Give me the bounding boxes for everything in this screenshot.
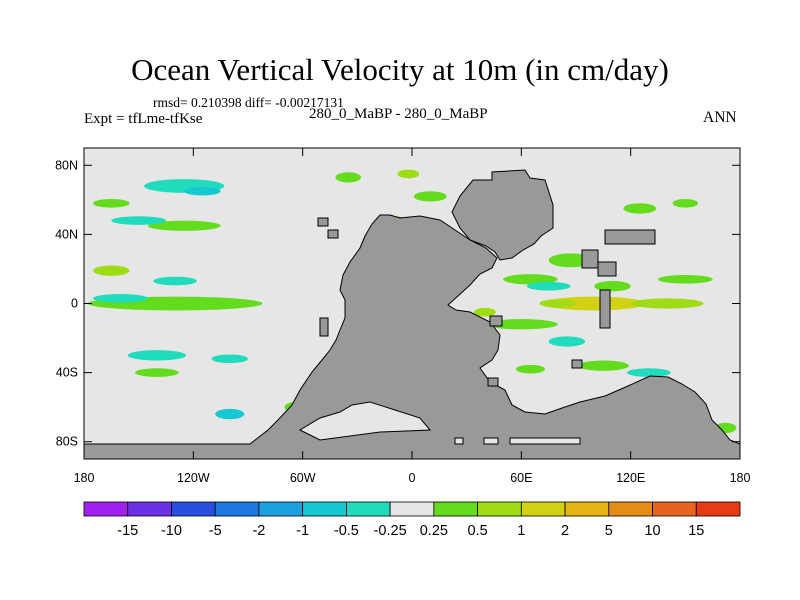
colorbar-label-8: 0.5 <box>468 523 488 539</box>
colorbar-cell-13 <box>652 501 697 517</box>
anomaly-patch-31 <box>623 203 657 214</box>
anomaly-patch-30 <box>627 368 671 377</box>
colorbar-cell-1 <box>127 501 172 517</box>
land-island-9 <box>571 359 583 369</box>
anomaly-patch-32 <box>672 198 699 208</box>
colorbar-label-3: -2 <box>252 523 265 539</box>
x-tick-label-2: 60W <box>290 471 316 485</box>
colorbar-cell-4 <box>258 501 304 517</box>
anomaly-patch-13 <box>215 408 245 420</box>
colorbar-label-1: -10 <box>161 523 182 539</box>
anomaly-patch-17 <box>413 191 447 202</box>
land-island-3 <box>604 229 656 245</box>
colorbar-cell-6 <box>345 501 391 517</box>
anomaly-patch-34 <box>515 364 546 374</box>
anomaly-patch-10 <box>127 350 187 361</box>
anomaly-patch-5 <box>111 216 166 225</box>
stats-line: rmsd= 0.210398 diff= -0.00217131 <box>153 95 344 110</box>
ocean-gap-1 <box>509 437 581 445</box>
y-tick-label-0: 80N <box>55 158 78 172</box>
anomaly-patch-19 <box>548 253 593 268</box>
anomaly-patch-9 <box>93 293 148 303</box>
anomaly-patch-35 <box>473 307 496 317</box>
anomaly-patch-11 <box>211 354 248 364</box>
land-island-10 <box>487 377 499 387</box>
land-island-4 <box>581 249 599 269</box>
anomaly-patch-16 <box>397 169 420 179</box>
land-island-1 <box>317 217 329 227</box>
anomaly-patch-24 <box>539 299 576 308</box>
colorbar-cell-3 <box>214 501 260 517</box>
colorbar-label-0: -15 <box>117 523 138 539</box>
x-tick-label-4: 60E <box>510 471 532 485</box>
ocean-tethys <box>298 401 432 441</box>
land-laurasia <box>451 169 554 261</box>
chart-title: Ocean Vertical Velocity at 10m (in cm/da… <box>131 52 669 87</box>
anomaly-patch-20 <box>503 274 558 285</box>
colorbar-cell-11 <box>564 501 610 517</box>
colorbar-label-9: 1 <box>517 523 525 539</box>
colorbar-label-10: 2 <box>561 523 569 539</box>
x-tick-label-0: 180 <box>74 471 95 485</box>
colorbar-label-6: -0.25 <box>374 523 407 539</box>
x-tick-label-3: 0 <box>409 471 416 485</box>
experiment-label: Expt = tfLme-tfKse <box>84 111 203 127</box>
anomaly-patch-2 <box>184 186 221 196</box>
land-island-5 <box>597 261 617 277</box>
y-tick-label-1: 40N <box>55 227 78 241</box>
y-axis: 80N 40N 0 40S 80S <box>55 158 740 449</box>
colorbar-label-12: 10 <box>644 523 660 539</box>
ocean-gap-2 <box>483 437 499 445</box>
colorbar-label-4: -1 <box>296 523 309 539</box>
anomaly-layer <box>87 169 737 434</box>
anomaly-patch-25 <box>630 298 704 309</box>
x-axis: 180 120W 60W 0 60E 120E 180 <box>74 148 751 485</box>
colorbar-label-7: 0.25 <box>420 523 448 539</box>
y-tick-label-4: 80S <box>56 435 78 449</box>
land-layer <box>84 169 740 459</box>
land-island-7 <box>319 317 329 337</box>
colorbar-label-5: -0.5 <box>334 523 359 539</box>
y-tick-label-2: 0 <box>71 297 78 311</box>
anomaly-patch-22 <box>594 281 631 292</box>
anomaly-patch-27 <box>484 319 558 330</box>
anomaly-patch-15 <box>335 172 361 183</box>
colorbar-cell-2 <box>171 501 216 517</box>
anomaly-patch-12 <box>135 368 179 377</box>
anomaly-patch-3 <box>93 198 130 208</box>
x-tick-label-5: 120E <box>616 471 645 485</box>
land-pangaea <box>84 214 740 459</box>
colorbar-cell-10 <box>520 501 566 517</box>
colorbar-label-2: -5 <box>209 523 222 539</box>
colorbar-cell-12 <box>608 501 653 517</box>
colorbar-cell-7 <box>389 501 435 517</box>
colorbar-cell-0 <box>83 501 129 517</box>
x-tick-label-1: 120W <box>177 471 210 485</box>
anomaly-patch-28 <box>548 336 586 347</box>
colorbar-cell-9 <box>477 501 522 517</box>
anomaly-patch-6 <box>93 265 130 276</box>
anomaly-patch-26 <box>658 274 713 284</box>
anomaly-patch-7 <box>153 276 197 286</box>
case-label: 280_0_MaBP - 280_0_MaBP <box>309 106 488 122</box>
ocean-gap-3 <box>454 437 464 445</box>
colorbar-cell-5 <box>302 501 347 517</box>
colorbar-cell-8 <box>433 501 479 517</box>
land-island-2 <box>327 229 339 239</box>
colorbar-label-11: 5 <box>605 523 613 539</box>
season-label: ANN <box>703 109 737 126</box>
land-island-6 <box>599 289 611 329</box>
land-island-8 <box>489 315 503 327</box>
y-tick-label-3: 40S <box>56 366 78 380</box>
anomaly-patch-29 <box>577 360 629 371</box>
colorbar-cell-14 <box>695 501 741 517</box>
colorbar-label-13: 15 <box>688 523 704 539</box>
anomaly-patch-21 <box>526 281 571 291</box>
anomaly-patch-4 <box>147 220 221 231</box>
x-tick-label-6: 180 <box>730 471 751 485</box>
